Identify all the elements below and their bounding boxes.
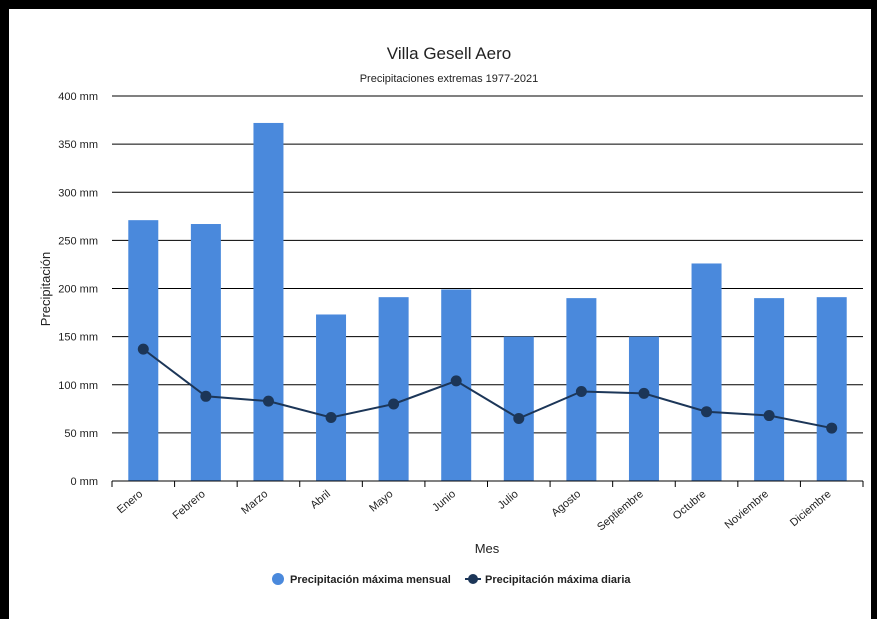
x-tick-label: Diciembre bbox=[788, 488, 834, 529]
x-axis: Enero Febrero Marzo Abril Mayo Junio Julio Agos… bbox=[111, 480, 864, 533]
chart-title: Villa Gesell Aero bbox=[387, 44, 511, 63]
daily-max-point bbox=[701, 406, 713, 418]
bar bbox=[378, 297, 409, 481]
daily-max-line bbox=[142, 348, 832, 430]
daily-max-point bbox=[388, 398, 400, 410]
daily-max-point bbox=[638, 387, 650, 399]
y-tick-label: 200 mm bbox=[58, 284, 98, 296]
y-tick-label: 100 mm bbox=[58, 380, 98, 392]
bar-layer bbox=[128, 122, 847, 481]
x-tick-label: Marzo bbox=[239, 488, 270, 517]
daily-max-point bbox=[325, 411, 337, 423]
y-tick-label: 400 mm bbox=[58, 91, 98, 103]
x-tick-label: Agosto bbox=[549, 488, 583, 519]
daily-max-point bbox=[763, 410, 775, 422]
daily-max-point bbox=[200, 390, 212, 402]
bar bbox=[816, 297, 847, 481]
legend-swatch-daily-marker bbox=[468, 574, 478, 584]
y-axis-title: Precipitación bbox=[38, 252, 53, 326]
legend-label-daily: Precipitación máxima diaria bbox=[485, 574, 631, 586]
bar bbox=[628, 336, 659, 481]
y-tick-label: 350 mm bbox=[58, 139, 98, 151]
chart-subtitle: Precipitaciones extremas 1977-2021 bbox=[360, 73, 539, 85]
x-axis-title: Mes bbox=[475, 541, 500, 556]
bar bbox=[503, 336, 534, 481]
y-tick-label: 0 mm bbox=[71, 476, 99, 488]
daily-max-point bbox=[826, 422, 838, 434]
bar bbox=[316, 314, 347, 481]
x-tick-label: Abril bbox=[308, 488, 333, 511]
legend-label-monthly: Precipitación máxima mensual bbox=[290, 574, 451, 586]
daily-max-point bbox=[513, 412, 525, 424]
bar bbox=[691, 263, 722, 481]
daily-max-point bbox=[450, 375, 462, 387]
y-tick-label: 150 mm bbox=[58, 332, 98, 344]
y-tick-label: 250 mm bbox=[58, 235, 98, 247]
x-tick-label: Junio bbox=[430, 488, 458, 514]
daily-max-point bbox=[575, 385, 587, 397]
y-tick-label: 50 mm bbox=[64, 428, 98, 440]
line-layer bbox=[137, 343, 838, 434]
x-tick-label: Julio bbox=[496, 488, 521, 512]
x-tick-label: Enero bbox=[115, 488, 145, 516]
bar bbox=[253, 122, 284, 481]
x-tick-label: Febrero bbox=[171, 488, 208, 522]
bar bbox=[190, 224, 221, 481]
legend-swatch-monthly bbox=[272, 573, 284, 585]
grid-layer: 0 mm 50 mm 100 mm 150 mm 200 mm 250 mm 300 mm 3… bbox=[58, 91, 863, 488]
x-tick-label: Septiembre bbox=[595, 488, 646, 533]
legend: Precipitación máxima mensual Precipitaci… bbox=[272, 573, 631, 586]
x-tick-label: Octubre bbox=[671, 488, 709, 522]
y-tick-label: 300 mm bbox=[58, 187, 98, 199]
bar bbox=[754, 298, 785, 481]
x-tick-label: Mayo bbox=[367, 488, 395, 514]
x-tick-label: Noviembre bbox=[723, 488, 771, 531]
daily-max-point bbox=[262, 395, 274, 407]
daily-max-point bbox=[137, 343, 149, 355]
